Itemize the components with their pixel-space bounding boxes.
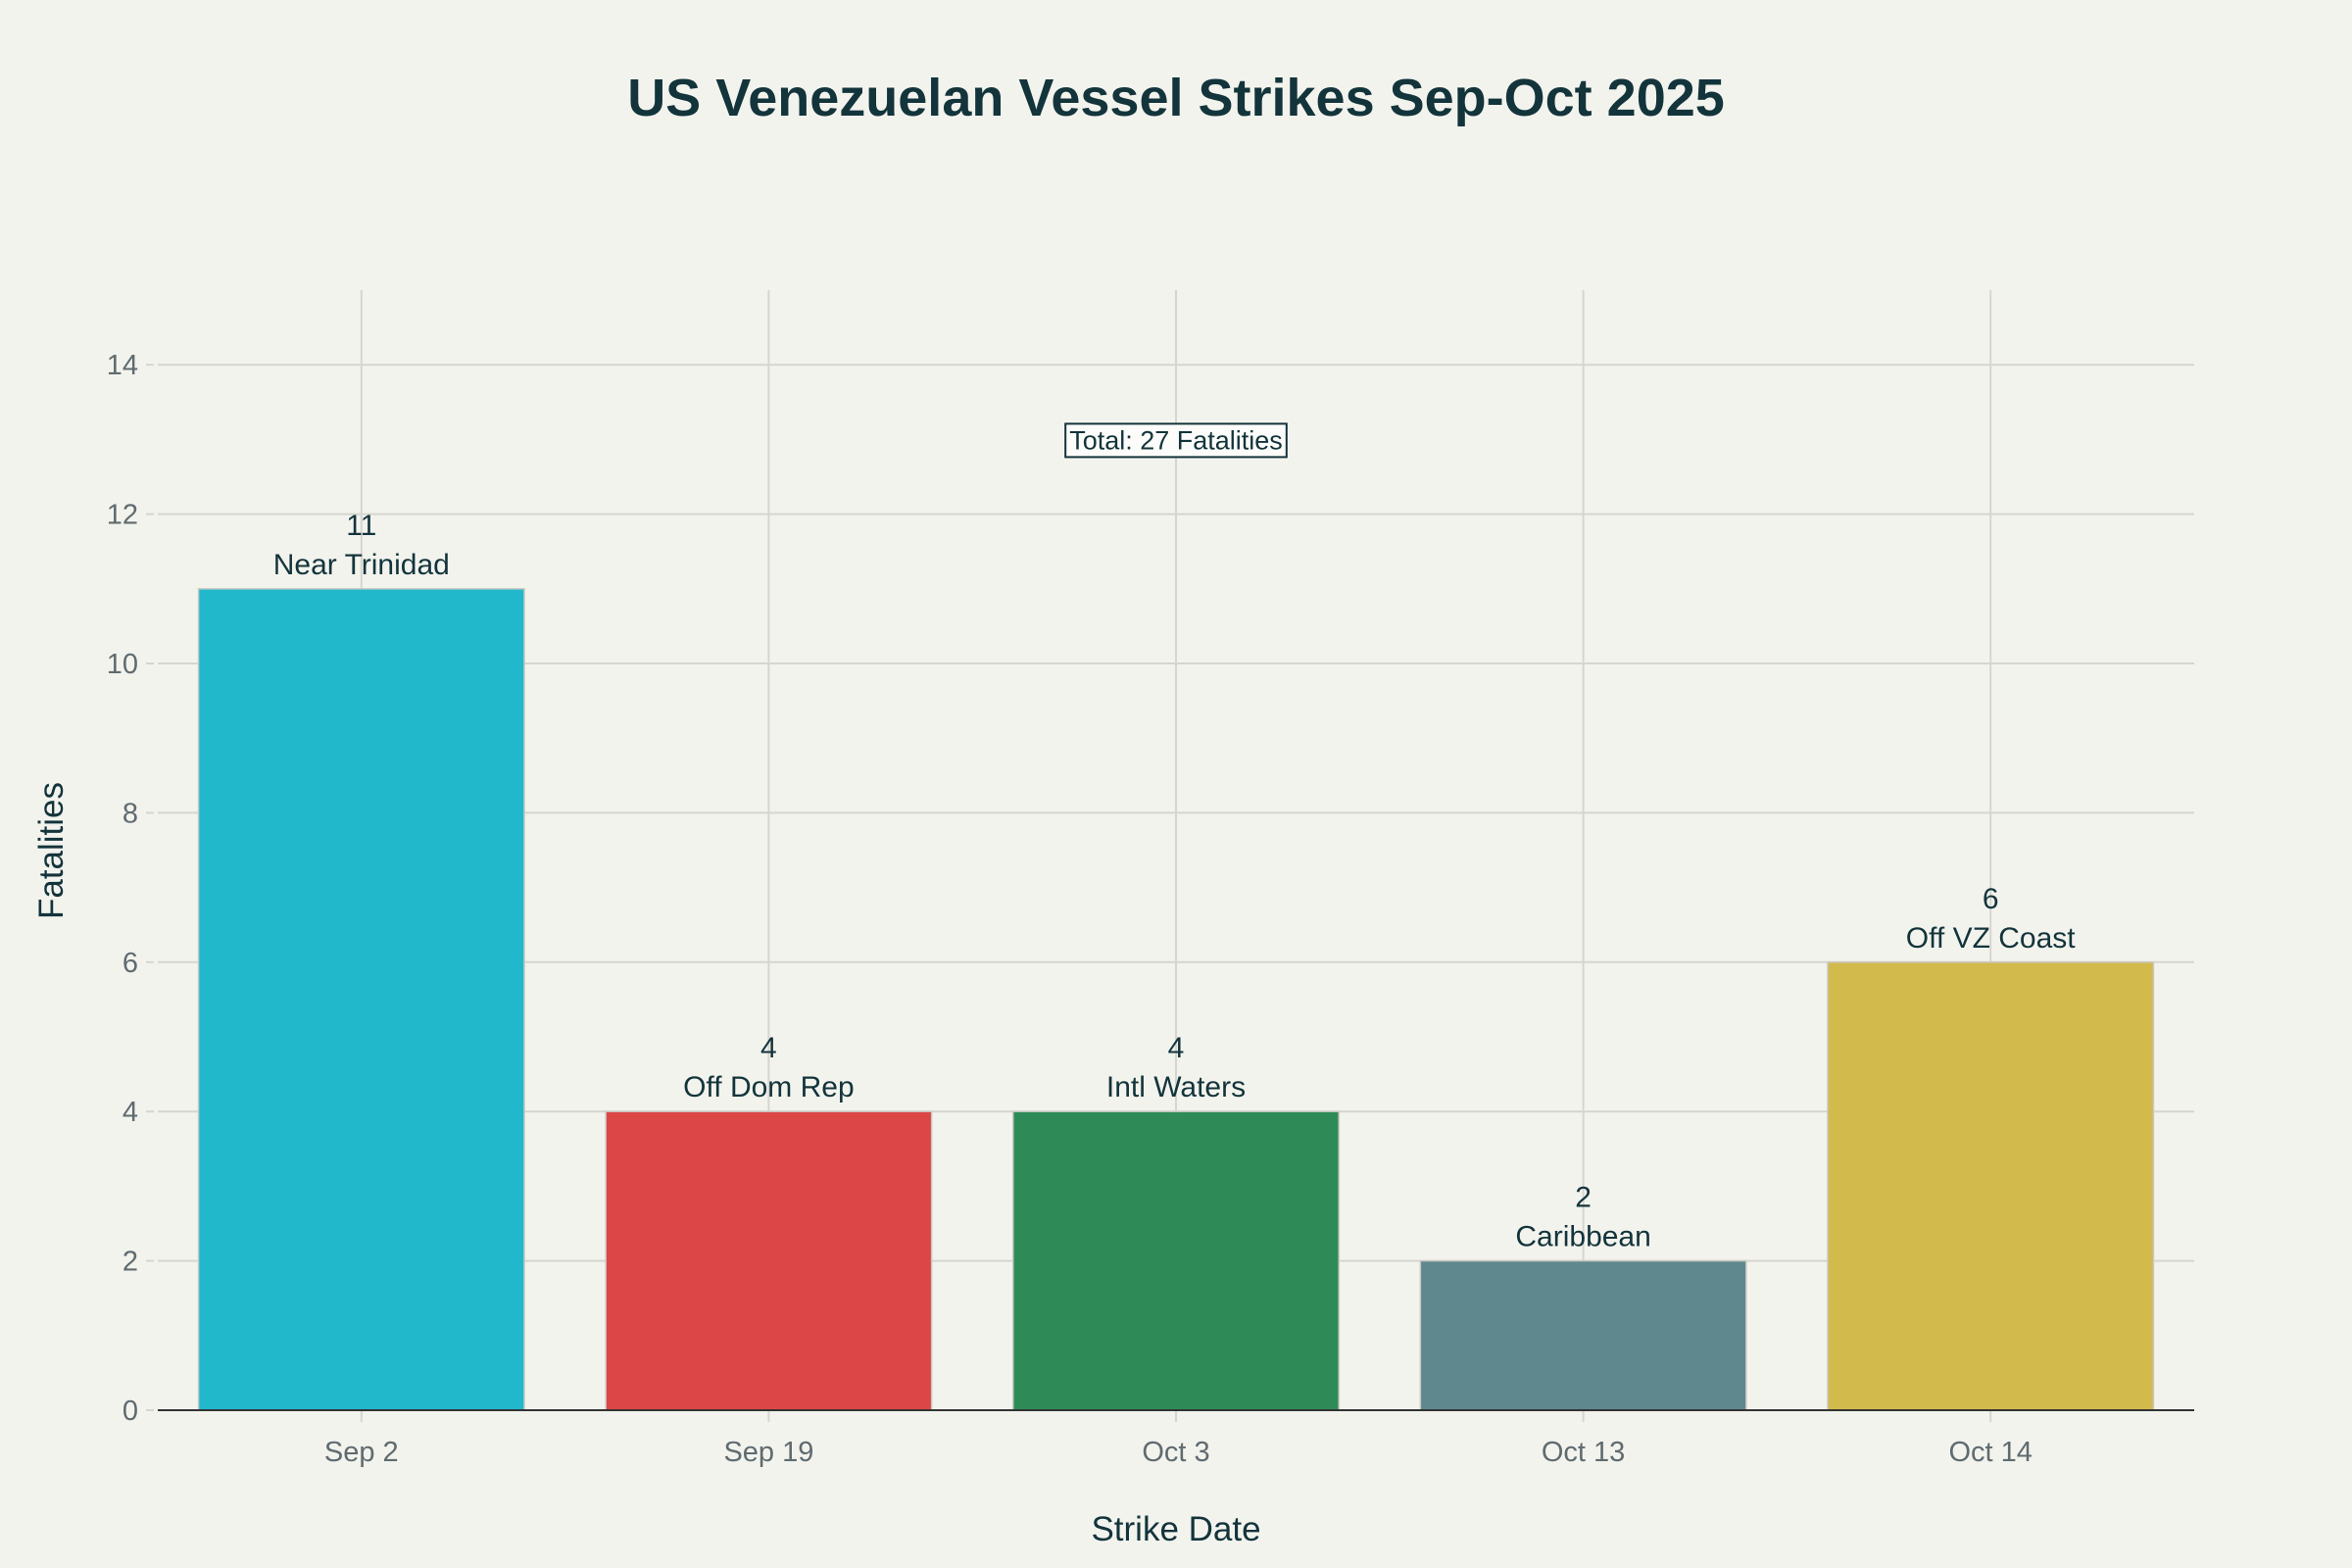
bar-location-label: Off Dom Rep (683, 1071, 855, 1103)
total-annotation: Total: 27 Fatalities (1064, 422, 1288, 459)
x-tick-label: Oct 3 (1142, 1437, 1209, 1468)
bar-location-label: Intl Waters (1106, 1071, 1246, 1103)
bar-value-label: 6 (1983, 883, 1999, 915)
x-axis-title: Strike Date (1091, 1510, 1260, 1548)
bar-location-label: Off VZ Coast (1906, 922, 2077, 955)
bar-oct-3 (1012, 1110, 1340, 1411)
y-tick-label: 2 (122, 1247, 138, 1278)
bar-value-label: 4 (760, 1032, 777, 1064)
annotation-box (1064, 422, 1288, 459)
x-tick-label: Oct 13 (1542, 1437, 1625, 1468)
bar-value-label: 4 (1168, 1032, 1185, 1064)
y-tick-label: 6 (122, 948, 138, 979)
x-tick-label: Sep 2 (324, 1437, 399, 1468)
annotation-text: Total: 27 Fatalities (1069, 425, 1283, 455)
bar-oct-14 (1827, 961, 2155, 1411)
y-axis-title: Fatalities (32, 782, 71, 919)
x-tick-label: Sep 19 (723, 1437, 813, 1468)
bar-value-label: 11 (346, 510, 376, 542)
bar-value-label: 2 (1575, 1182, 1592, 1214)
y-tick-label: 8 (122, 798, 138, 829)
axes: 0 2 4 6 8 10 12 14 Sep 2 Sep 19 Oct 3 Oct 13 Oct 14 (107, 350, 2194, 1468)
bar-location-label: Near Trinidad (273, 549, 450, 581)
data-labels: 11 Near Trinidad 4 Off Dom Rep 4 Intl Waters 2… (273, 510, 2077, 1253)
bar-sep-19 (605, 1110, 933, 1411)
y-tick-label: 4 (122, 1097, 138, 1128)
bar-oct-13 (1419, 1259, 1747, 1411)
bar-sep-2 (197, 588, 525, 1411)
chart-title: US Venezuelan Vessel Strikes Sep-Oct 202… (627, 69, 1725, 127)
bars (197, 588, 2155, 1411)
y-tick-label: 12 (107, 500, 138, 531)
y-tick-label: 0 (122, 1396, 138, 1427)
y-tick-label: 14 (107, 350, 138, 381)
bar-location-label: Caribbean (1515, 1221, 1650, 1253)
x-tick-label: Oct 14 (1948, 1437, 2032, 1468)
y-tick-label: 10 (107, 649, 138, 680)
